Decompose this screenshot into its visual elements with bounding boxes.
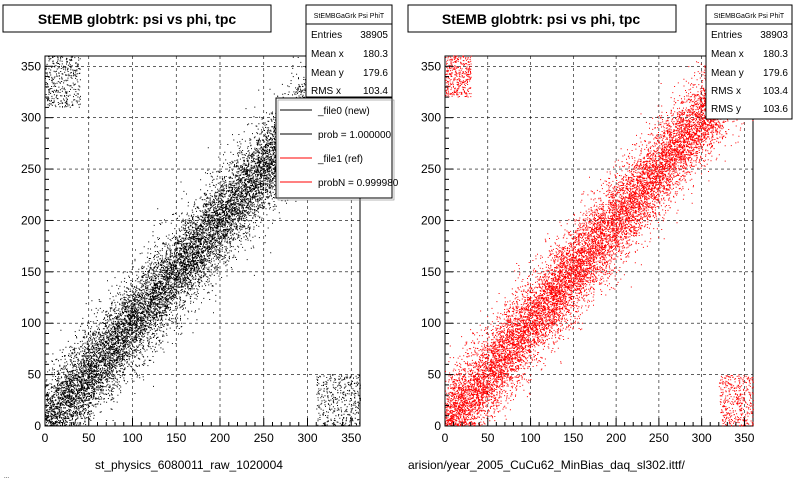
left-x-tick-label-50: 50	[82, 431, 96, 445]
right-chart-title: StEMB globtrk: psi vs phi, tpc	[442, 11, 641, 27]
right-stats-meany-label: Mean y	[711, 68, 744, 79]
left-stats-meany-label: Mean y	[311, 68, 344, 79]
right-y-tick-label-350: 350	[421, 59, 441, 73]
right-y-tick-label-150: 150	[421, 265, 441, 279]
left-stats-title: StEMBGaGrk Psi PhiT	[314, 13, 385, 20]
right-footer-label: arision/year_2005_CuCu62_MinBias_daq_sl3…	[408, 458, 686, 472]
right-stats-rmsx-value: 103.4	[763, 86, 788, 97]
left-y-tick-label-200: 200	[21, 213, 41, 227]
right-panel: 0 50 100 150 200 250 300 350 0 50 100 150 200 250 300 3…	[407, 4, 793, 472]
left-legend: _file0 (new) prob = 1.000000 _file1 (ref…	[275, 97, 399, 201]
right-stats-title: StEMBGaGrk Psi PhiT	[714, 13, 785, 20]
right-y-tick-label-250: 250	[421, 162, 441, 176]
left-stats-box: StEMBGaGrk Psi PhiT Entries 38905 Mean x…	[305, 4, 393, 98]
left-y-tick-label-100: 100	[21, 316, 41, 330]
left-y-tick-label-50: 50	[28, 368, 42, 382]
left-stats-meanx-label: Mean x	[311, 49, 344, 60]
right-x-tick-label-200: 200	[606, 431, 626, 445]
legend-label-new: _file0 (new)	[317, 106, 370, 117]
left-stats-entries-value: 38905	[360, 30, 388, 41]
right-y-tick-label-0: 0	[434, 419, 441, 433]
right-title-box	[407, 4, 677, 33]
right-y-tick-label-50: 50	[428, 368, 442, 382]
right-stats-rmsy-label: RMS y	[711, 104, 741, 115]
right-stats-meany-value: 179.6	[763, 68, 788, 79]
left-chart-title: StEMB globtrk: psi vs phi, tpc	[38, 11, 237, 27]
right-grid	[444, 56, 753, 427]
left-x-tick-label-200: 200	[210, 431, 230, 445]
left-footer-label: st_physics_6080011_raw_1020004	[95, 458, 283, 472]
right-stats-meanx-value: 180.3	[763, 49, 788, 60]
right-y-tick-label-200: 200	[421, 213, 441, 227]
right-stats-rmsx-label: RMS x	[711, 86, 741, 97]
right-x-tick-label-350: 350	[734, 431, 754, 445]
right-y-tick-label-100: 100	[421, 316, 441, 330]
right-x-tick-label-50: 50	[481, 431, 495, 445]
right-stats-rmsy-value: 103.6	[763, 104, 788, 115]
left-stats-entries-label: Entries	[311, 30, 342, 41]
right-x-tick-label-150: 150	[563, 431, 583, 445]
legend-label-prob: prob = 1.000000	[318, 130, 392, 141]
right-x-tick-label-300: 300	[692, 431, 712, 445]
left-axes: 0 50 100 150 200 250 300 350 0 50 100 150 200 250 300 3…	[21, 59, 362, 445]
left-x-tick-label-250: 250	[254, 431, 274, 445]
left-y-tick-label-300: 300	[21, 111, 41, 125]
legend-label-ref: _file1 (ref)	[317, 154, 363, 165]
right-x-tick-label-250: 250	[649, 431, 669, 445]
left-y-tick-label-0: 0	[34, 419, 41, 433]
left-y-tick-label-250: 250	[21, 162, 41, 176]
legend-label-probn: probN = 0.999980	[318, 178, 399, 189]
right-stats-entries-label: Entries	[711, 30, 742, 41]
bottom-left-caption: ...	[4, 474, 9, 480]
left-stats-meany-value: 179.6	[363, 68, 388, 79]
left-y-tick-label-150: 150	[21, 265, 41, 279]
left-x-tick-label-100: 100	[122, 431, 142, 445]
right-stats-box: StEMBGaGrk Psi PhiT Entries 38903 Mean x…	[705, 4, 793, 120]
left-x-tick-label-150: 150	[166, 431, 186, 445]
right-axes: 0 50 100 150 200 250 300 350 0 50 100 150 200 250 300 3…	[421, 59, 755, 445]
left-stats-rmsx-value: 103.4	[363, 86, 388, 97]
left-stats-meanx-value: 180.3	[363, 49, 388, 60]
left-title-box	[2, 4, 272, 33]
right-stats-entries-value: 38903	[760, 30, 788, 41]
left-x-tick-label-350: 350	[341, 431, 361, 445]
left-y-tick-label-350: 350	[21, 59, 41, 73]
left-panel: 0 50 100 150 200 250 300 350 0 50 100 150 200 250 300 3…	[2, 4, 399, 472]
right-stats-meanx-label: Mean x	[711, 49, 744, 60]
right-y-tick-label-300: 300	[421, 111, 441, 125]
right-x-tick-label-0: 0	[442, 431, 449, 445]
right-x-tick-label-100: 100	[521, 431, 541, 445]
left-stats-rmsx-label: RMS x	[311, 86, 341, 97]
left-x-tick-label-0: 0	[42, 431, 49, 445]
left-x-tick-label-300: 300	[297, 431, 317, 445]
